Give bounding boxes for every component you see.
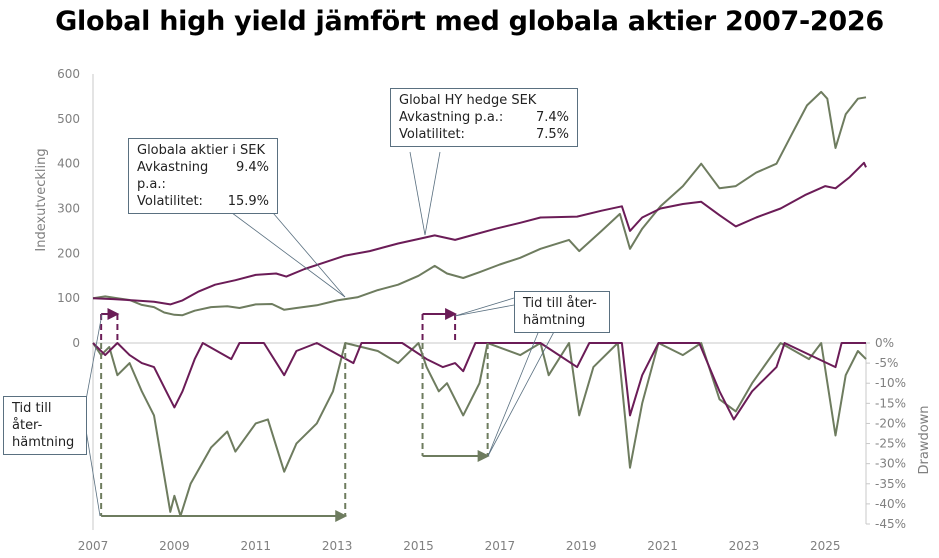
x-tick-label: 2009: [159, 539, 190, 553]
y-tick-label: 100: [57, 291, 80, 305]
annotation-leader-line: [454, 297, 515, 317]
y-tick-label: 500: [57, 112, 80, 126]
y-tick-label: 0: [72, 336, 80, 350]
annotation-value: 15.9%: [227, 194, 269, 209]
annotation-leader-line: [85, 313, 103, 401]
y-tick-label: 200: [57, 246, 80, 260]
annotation-value: 7.4%: [535, 110, 569, 125]
y2-tick-label: -25%: [875, 437, 906, 451]
x-tick-label: 2023: [729, 539, 760, 553]
annotation-label: Volatilitet:: [399, 127, 465, 142]
annotation-leader-line: [85, 429, 101, 517]
x-tick-label: 2007: [78, 539, 109, 553]
annotation-leader-line: [219, 203, 346, 298]
x-tick-label: 2017: [485, 539, 516, 553]
annotation-value: 9.4%: [235, 160, 269, 175]
y2-tick-label: -15%: [875, 396, 906, 410]
y2-tick-label: -5%: [875, 356, 898, 370]
index-line-equity: [92, 90, 867, 317]
y2-tick-label: -40%: [875, 497, 906, 511]
annotation-leader-line: [424, 151, 441, 236]
y-tick-label: 400: [57, 157, 80, 171]
y2-tick-label: -30%: [875, 457, 906, 471]
y2-tick-label: -20%: [875, 416, 906, 430]
annotation-label: Volatilitet:: [137, 194, 203, 209]
y-tick-label: 600: [57, 67, 80, 81]
recovery-label-line: hämtning: [523, 313, 586, 328]
x-tick-label: 2021: [647, 539, 678, 553]
y2-tick-label: -10%: [875, 376, 906, 390]
annotation-label: Avkastning p.a.:: [137, 160, 209, 192]
recovery-label-line: Tid till åter-: [523, 296, 597, 311]
annotation-title: Globala aktier i SEK: [137, 143, 265, 158]
chart-title: Global high yield jämfört med globala ak…: [55, 6, 884, 37]
recovery-label-line: hämtning: [12, 435, 75, 450]
x-tick-label: 2013: [322, 539, 353, 553]
x-tick-label: 2011: [240, 539, 271, 553]
annotation-equity: Globala aktier i SEK Avkastning p.a.: 9.4…: [128, 138, 278, 214]
annotation-hy: Global HY hedge SEK Avkastning p.a.: 7.4%…: [390, 88, 578, 147]
y2-tick-label: 0%: [875, 336, 894, 350]
x-tick-label: 2019: [566, 539, 597, 553]
recovery-label-left: Tid till åter- hämtning: [3, 396, 87, 455]
x-tick-label: 2025: [810, 539, 841, 553]
annotation-leader-line: [487, 327, 557, 457]
annotation-value: 7.5%: [535, 127, 569, 142]
annotation-leader-line: [454, 304, 515, 317]
recovery-label-line: Tid till åter-: [12, 401, 52, 433]
annotation-title: Global HY hedge SEK: [399, 93, 537, 108]
index-line-hy: [92, 161, 867, 306]
y2-tick-label: -35%: [875, 477, 906, 491]
annotation-leader-line: [487, 327, 541, 457]
annotation-label: Avkastning p.a.:: [399, 110, 504, 125]
x-tick-label: 2015: [403, 539, 434, 553]
annotation-leader-line: [261, 199, 346, 298]
annotation-leader-line: [409, 151, 426, 236]
y-axis-title: Indexutveckling: [34, 148, 49, 251]
drawdown-line-equity: [92, 342, 867, 517]
y2-tick-label: -45%: [875, 517, 906, 531]
drawdown-line-hy: [92, 342, 866, 421]
y2-axis-title: Drawdown: [917, 405, 932, 474]
y-tick-label: 300: [57, 202, 80, 216]
recovery-label-middle: Tid till åter- hämtning: [514, 291, 610, 333]
